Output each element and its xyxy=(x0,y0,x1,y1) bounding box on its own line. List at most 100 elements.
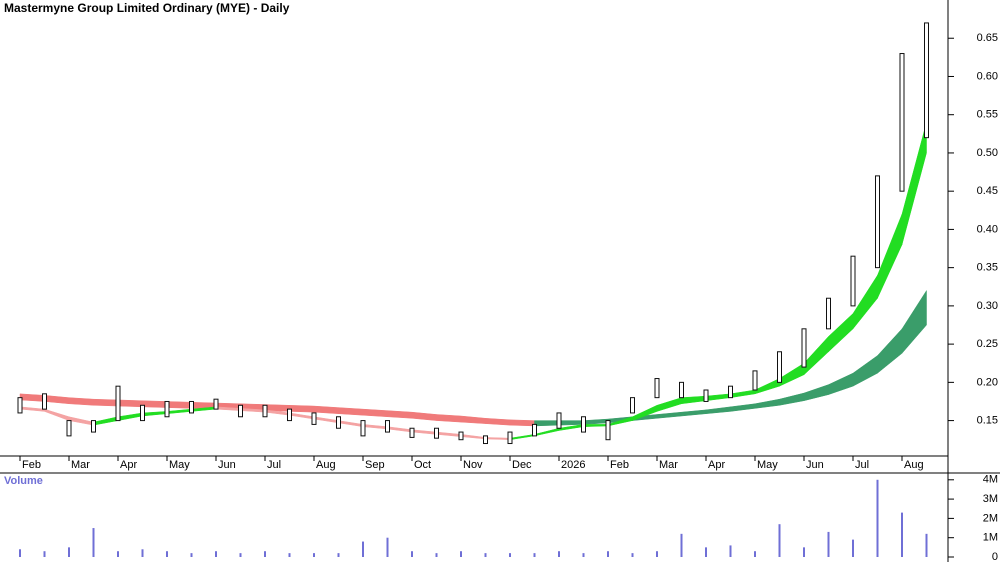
y-tick-label: 0.15 xyxy=(977,414,998,426)
y-tick-label: 0 xyxy=(992,551,998,562)
x-tick-label: Feb xyxy=(610,459,629,471)
price-bar xyxy=(679,381,684,399)
price-bar xyxy=(140,404,145,422)
price-bar xyxy=(899,53,905,192)
price-bar xyxy=(360,420,366,437)
x-tick-label: Sep xyxy=(365,459,385,471)
x-tick-label: Mar xyxy=(659,459,678,471)
volume-bar xyxy=(558,551,560,557)
ma-band xyxy=(166,401,192,409)
ma-band xyxy=(901,122,927,245)
price-bar xyxy=(483,435,488,445)
ma-band xyxy=(68,397,94,406)
price-bar xyxy=(728,385,733,399)
volume-bar xyxy=(190,553,193,557)
volume-bar xyxy=(754,551,756,557)
volume-bar xyxy=(680,533,683,557)
price-bar xyxy=(434,427,439,439)
volume-bar xyxy=(876,479,879,557)
price-bar xyxy=(17,397,23,414)
price-bar xyxy=(532,423,537,437)
volume-bar xyxy=(705,547,707,557)
y-tick-label: 0.25 xyxy=(977,338,998,350)
price-bar xyxy=(213,398,219,410)
ma-band xyxy=(313,405,339,414)
volume-bar xyxy=(533,553,536,557)
volume-bar xyxy=(778,524,781,557)
volume-bar xyxy=(484,553,487,557)
price-bar xyxy=(924,22,929,139)
x-tick-label: Jun xyxy=(806,459,824,471)
y-tick-label: 0.60 xyxy=(977,70,998,82)
price-bar xyxy=(262,404,268,418)
x-tick-label: May xyxy=(169,459,190,471)
x-tick-label: Apr xyxy=(120,459,137,471)
x-tick-label: Apr xyxy=(708,459,725,471)
price-bar xyxy=(801,328,807,368)
ma-band xyxy=(338,407,364,416)
volume-bar xyxy=(288,553,291,557)
volume-bar xyxy=(460,551,462,557)
price-bar xyxy=(189,400,194,414)
y-tick-label: 1M xyxy=(983,532,998,544)
price-bar xyxy=(287,408,292,422)
price-bar xyxy=(336,416,341,429)
price-bar xyxy=(875,175,880,269)
x-tick-label: Oct xyxy=(414,459,431,471)
volume-bar xyxy=(411,551,413,557)
volume-bar xyxy=(729,545,732,557)
price-bar xyxy=(164,400,170,418)
ma-band xyxy=(387,410,413,419)
ma-band xyxy=(289,405,315,413)
y-tick-label: 0.50 xyxy=(977,147,998,159)
volume-bar xyxy=(901,512,903,557)
price-bar xyxy=(385,420,390,433)
price-bar xyxy=(703,389,709,402)
volume-bar xyxy=(827,531,830,557)
x-tick-label: May xyxy=(757,459,778,471)
volume-bar xyxy=(925,533,928,557)
volume-bar xyxy=(43,551,46,557)
x-tick-label: Mar xyxy=(71,459,90,471)
volume-bar xyxy=(92,528,95,557)
volume-bar xyxy=(607,551,609,557)
volume-bar xyxy=(68,547,70,557)
volume-bar xyxy=(582,553,585,557)
x-tick-label: Dec xyxy=(512,459,532,471)
volume-bar xyxy=(313,553,315,557)
volume-bar xyxy=(239,553,242,557)
ma-band xyxy=(901,289,927,354)
ma-band xyxy=(142,400,168,408)
volume-bar xyxy=(852,539,854,557)
volume-bar xyxy=(141,549,144,557)
volume-bar xyxy=(19,549,21,557)
volume-bar xyxy=(215,551,217,557)
x-tick-label: Aug xyxy=(904,459,924,471)
price-bar xyxy=(42,393,47,410)
price-bar xyxy=(850,255,856,307)
ma-band xyxy=(558,420,584,426)
ma-band xyxy=(117,399,143,408)
price-bar xyxy=(605,420,611,441)
volume-bar xyxy=(509,553,511,557)
ma-band xyxy=(509,419,535,427)
volume-bar xyxy=(337,553,340,557)
y-tick-label: 4M xyxy=(983,474,998,486)
price-bar xyxy=(654,378,660,399)
volume-bar xyxy=(264,551,266,557)
volume-bar xyxy=(166,551,168,557)
x-tick-label: Jul xyxy=(855,459,869,471)
volume-bar xyxy=(386,537,389,557)
price-bar xyxy=(556,412,562,429)
price-bar xyxy=(115,385,121,422)
y-tick-label: 0.30 xyxy=(977,300,998,312)
x-tick-label: Jun xyxy=(218,459,236,471)
x-tick-label: Jul xyxy=(267,459,281,471)
volume-bar xyxy=(435,553,438,557)
volume-bar xyxy=(803,547,805,557)
x-tick-label: Feb xyxy=(22,459,41,471)
y-tick-label: 0.55 xyxy=(977,109,998,121)
